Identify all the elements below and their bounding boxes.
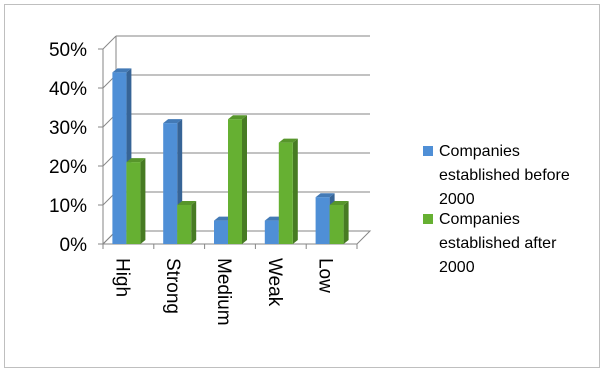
bar-chart: 0% 10% 20% 30% 40% 50% High Strong Medium Weak Lo… [49, 35, 570, 326]
legend-item-series-1: Companies established before 2000 [423, 143, 570, 208]
bar-weak-series-2 [278, 138, 298, 244]
y-tick-label: 30% [49, 118, 87, 139]
bar-medium-series-2 [228, 115, 247, 244]
x-tick-label: Weak [264, 258, 285, 307]
y-tick-label: 20% [49, 157, 87, 178]
bars [112, 68, 349, 245]
legend-label-line: established before [439, 167, 570, 184]
x-tick-label: Strong [162, 258, 183, 314]
legend-label-line: established after [439, 235, 557, 252]
legend-swatch [423, 214, 433, 224]
gridline-wall-edge [102, 35, 117, 50]
y-tick-label: 50% [49, 40, 87, 61]
bar-strong-series-2 [177, 201, 197, 244]
chart-frame: 0% 10% 20% 30% 40% 50% High Strong Medium Weak Lo… [4, 4, 600, 368]
x-tick-labels: High Strong Medium Weak Low [111, 258, 335, 326]
x-tick-label: Medium [213, 258, 234, 326]
legend-label-line: 2000 [439, 259, 475, 276]
legend-swatch [423, 146, 433, 156]
y-tick-label: 10% [49, 196, 87, 217]
y-tick-labels: 0% 10% 20% 30% 40% 50% [49, 40, 87, 256]
bar-low-series-2 [329, 201, 349, 244]
x-tick-label: High [111, 258, 132, 297]
legend-item-series-2: Companies established after 2000 [423, 211, 557, 276]
y-tick-label: 40% [49, 79, 87, 100]
bar-high-series-2 [126, 158, 146, 244]
legend-label-line: 2000 [439, 191, 475, 208]
legend-label-line: Companies [439, 143, 520, 160]
legend-label-line: Companies [439, 211, 520, 228]
y-tick-label: 0% [60, 235, 88, 256]
x-tick-label: Low [315, 258, 336, 293]
